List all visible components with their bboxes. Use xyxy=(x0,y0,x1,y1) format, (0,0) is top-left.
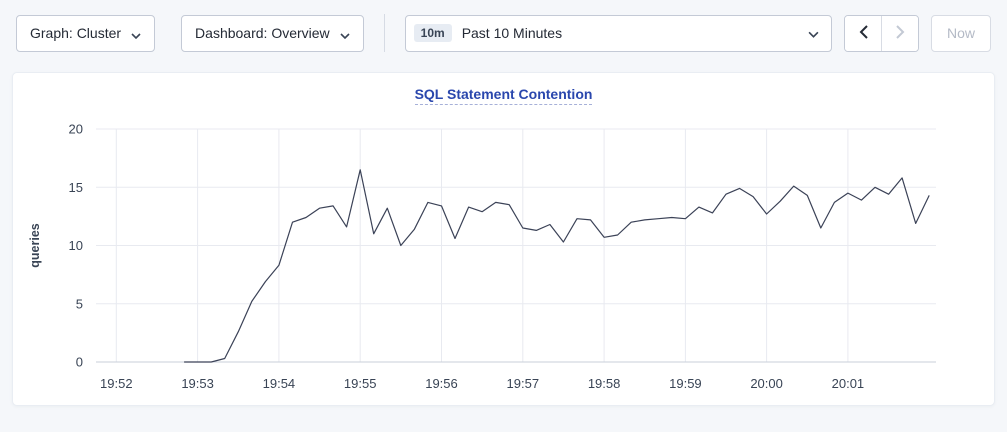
svg-text:15: 15 xyxy=(69,180,83,195)
chevron-down-icon xyxy=(340,26,350,42)
svg-text:19:52: 19:52 xyxy=(100,376,133,391)
chevron-down-icon xyxy=(131,26,141,42)
svg-text:0: 0 xyxy=(76,355,83,370)
toolbar-divider xyxy=(383,14,385,52)
dashboard-dropdown-label: Dashboard: Overview xyxy=(195,25,330,41)
svg-text:10: 10 xyxy=(69,238,83,253)
svg-text:19:54: 19:54 xyxy=(263,376,296,391)
chevron-left-icon xyxy=(859,24,868,42)
svg-text:queries: queries xyxy=(28,223,42,268)
svg-text:19:55: 19:55 xyxy=(344,376,377,391)
graph-dropdown-label: Graph: Cluster xyxy=(30,25,122,41)
svg-text:19:53: 19:53 xyxy=(181,376,214,391)
graph-dropdown[interactable]: Graph: Cluster xyxy=(16,14,156,52)
time-nav-group xyxy=(843,14,919,52)
now-button[interactable]: Now xyxy=(930,14,991,52)
next-time-button[interactable] xyxy=(881,15,918,51)
svg-text:20: 20 xyxy=(69,122,83,137)
toolbar: Graph: Cluster Dashboard: Overview 10m P… xyxy=(0,0,1007,65)
svg-text:20:00: 20:00 xyxy=(750,376,783,391)
prev-time-button[interactable] xyxy=(844,15,882,51)
time-range-picker[interactable]: 10m Past 10 Minutes xyxy=(404,14,832,52)
svg-text:19:59: 19:59 xyxy=(669,376,702,391)
svg-text:20:01: 20:01 xyxy=(832,376,865,391)
metric-chart-svg[interactable]: 19:52 19:53 19:54 19:55 19:56 19:57 19:58 19:59… xyxy=(13,109,996,401)
svg-text:19:58: 19:58 xyxy=(588,376,621,391)
chevron-right-icon xyxy=(895,24,905,42)
svg-text:19:56: 19:56 xyxy=(425,376,458,391)
chart-title[interactable]: SQL Statement Contention xyxy=(414,86,593,105)
dashboard-dropdown[interactable]: Dashboard: Overview xyxy=(181,14,364,52)
chart-card: SQL Statement Contention 19:52 19:53 19:54… xyxy=(12,72,995,406)
chevron-down-icon xyxy=(808,25,819,41)
svg-text:5: 5 xyxy=(76,296,83,311)
time-range-badge: 10m xyxy=(413,24,452,42)
now-button-label: Now xyxy=(946,25,975,41)
chart-title-row: SQL Statement Contention xyxy=(13,73,994,109)
svg-text:19:57: 19:57 xyxy=(507,376,540,391)
time-range-value: Past 10 Minutes xyxy=(461,25,563,41)
